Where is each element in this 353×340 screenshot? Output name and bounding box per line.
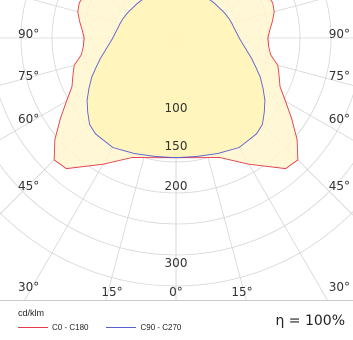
- ring-label-150: 150: [165, 139, 188, 153]
- legend-swatch-c90-c270: [106, 326, 137, 328]
- polar-plot-area: 100 150 200 300 90° 75° 60° 45° 30° 90° 75° 60° 45° 3…: [0, 0, 353, 300]
- polar-chart: 100 150 200 300 90° 75° 60° 45° 30° 90° 75° 60° 45° 3…: [0, 0, 353, 300]
- angle-label-right-1: 75°: [329, 69, 350, 83]
- intensity-curve-c90-c270: [86, 0, 266, 159]
- ring-label-100: 100: [165, 101, 188, 115]
- angle-label-left-3: 45°: [18, 179, 39, 193]
- angle-label-left-0: 90°: [18, 27, 39, 41]
- angle-label-left-4: 30°: [18, 280, 39, 294]
- legend-label-c0-c180: C0 - C180: [52, 322, 89, 332]
- chart-footer: cd/klm C0 - C180 C90 - C270 η = 100%: [0, 300, 353, 340]
- angle-label-left-2: 60°: [18, 112, 39, 126]
- angle-label-right-2: 60°: [329, 112, 350, 126]
- legend-label-c90-c270: C90 - C270: [140, 322, 182, 332]
- legend-item-c0-c180: C0 - C180: [18, 323, 88, 332]
- angle-label-bottom-0: 15°: [101, 285, 122, 299]
- angle-label-right-4: 30°: [329, 280, 350, 294]
- angle-label-bottom-2: 15°: [231, 285, 252, 299]
- ring-label-300: 300: [165, 256, 188, 270]
- angle-label-right-3: 45°: [329, 179, 350, 193]
- angle-label-bottom-1: 0°: [169, 285, 183, 299]
- intensity-fill-c90-c270: [87, 0, 265, 158]
- ring-label-200: 200: [165, 179, 188, 193]
- legend-item-c90-c270: C90 - C270: [106, 323, 181, 332]
- angle-label-right-0: 90°: [329, 27, 350, 41]
- unit-label: cd/klm: [18, 308, 45, 318]
- intensity-curve-c0-c180: [53, 0, 299, 170]
- legend-swatch-c0-c180: [18, 326, 48, 328]
- efficiency-value: η = 100%: [275, 313, 345, 329]
- legend: C0 - C180 C90 - C270: [18, 321, 199, 333]
- angle-label-left-1: 75°: [18, 69, 39, 83]
